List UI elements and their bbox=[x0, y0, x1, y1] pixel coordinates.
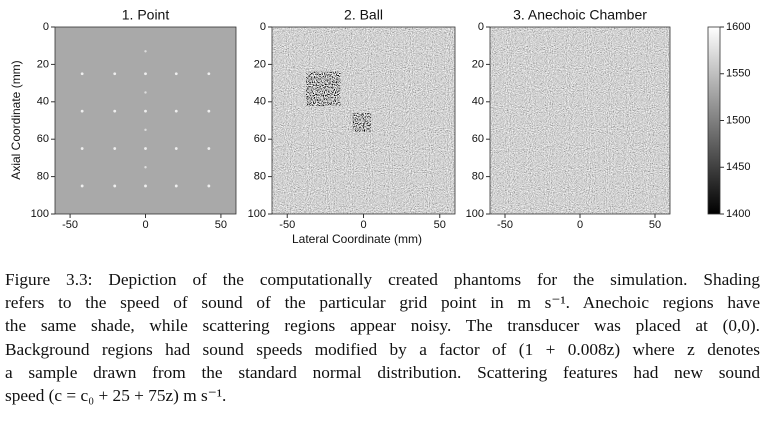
point-scatterer bbox=[174, 147, 178, 150]
point-scatterer bbox=[144, 72, 147, 76]
point-scatterer bbox=[144, 184, 147, 188]
point-scatterer bbox=[144, 128, 147, 132]
point-scatterer bbox=[174, 184, 178, 188]
panel-title: 1. Point bbox=[122, 7, 170, 23]
point-scatterer bbox=[144, 50, 147, 53]
y-tick-label: 60 bbox=[254, 133, 266, 145]
caption-line: a sample drawn from the standard normal … bbox=[5, 362, 760, 382]
x-axis-label: Lateral Coordinate (mm) bbox=[292, 232, 422, 246]
caption-line: Figure 3.3: Depiction of the computation… bbox=[5, 270, 760, 289]
point-scatterer bbox=[144, 166, 147, 169]
point-scatterer bbox=[80, 72, 84, 76]
x-tick-label: 50 bbox=[434, 219, 446, 231]
point-scatterer bbox=[113, 109, 117, 113]
colorbar-tick-label: 1450 bbox=[726, 161, 750, 173]
point-scatterer bbox=[174, 109, 178, 113]
point-scatterer bbox=[207, 109, 211, 113]
y-tick-label: 20 bbox=[37, 58, 49, 70]
x-tick-label: 0 bbox=[142, 219, 148, 231]
x-tick-label: 0 bbox=[360, 219, 366, 231]
y-tick-label: 80 bbox=[472, 171, 484, 183]
colorbar-tick-label: 1400 bbox=[726, 208, 750, 220]
y-tick-label: 40 bbox=[472, 96, 484, 108]
point-scatterer bbox=[144, 147, 147, 150]
x-tick-label: 50 bbox=[649, 219, 661, 231]
point-scatterer bbox=[113, 72, 117, 76]
colorbar bbox=[707, 26, 721, 215]
point-scatterer bbox=[207, 147, 211, 150]
figure: Axial Coordinate (mm) Lateral Coordinate… bbox=[9, 7, 750, 246]
point-scatterer bbox=[113, 147, 117, 150]
panel-title: 2. Ball bbox=[344, 7, 383, 23]
y-tick-label: 20 bbox=[472, 58, 484, 70]
x-tick-label: -50 bbox=[62, 219, 78, 231]
y-tick-label: 60 bbox=[472, 133, 484, 145]
scattering-region bbox=[352, 113, 371, 132]
caption-line: refers to the speed of sound of the part… bbox=[5, 293, 760, 313]
x-tick-label: 50 bbox=[215, 219, 227, 231]
colorbar-tick-label: 1600 bbox=[726, 21, 750, 33]
caption-line: speed (c = c₀ + 25 + 75z) m s⁻¹. bbox=[5, 386, 227, 406]
y-tick-label: 60 bbox=[37, 133, 49, 145]
image bbox=[55, 27, 236, 214]
y-tick-label: 0 bbox=[43, 21, 49, 33]
point-scatterer bbox=[207, 72, 211, 76]
y-tick-label: 0 bbox=[478, 21, 484, 33]
point-scatterer bbox=[80, 184, 84, 188]
point-scatterer bbox=[80, 147, 84, 150]
scattering-region bbox=[306, 71, 341, 106]
colorbar-tick-label: 1550 bbox=[726, 68, 750, 80]
panel-title: 3. Anechoic Chamber bbox=[513, 7, 647, 23]
y-tick-label: 100 bbox=[31, 208, 49, 220]
x-tick-label: -50 bbox=[497, 219, 513, 231]
y-axis-label: Axial Coordinate (mm) bbox=[9, 60, 23, 179]
y-tick-label: 40 bbox=[254, 96, 266, 108]
colorbar-tick-label: 1500 bbox=[726, 114, 750, 126]
caption-line: the same shade, while scattering regions… bbox=[5, 316, 760, 336]
y-tick-label: 0 bbox=[260, 21, 266, 33]
y-tick-label: 20 bbox=[254, 58, 266, 70]
caption-line: Background regions had sound speeds modi… bbox=[5, 339, 760, 359]
y-tick-label: 100 bbox=[466, 208, 484, 220]
y-tick-label: 80 bbox=[254, 171, 266, 183]
x-tick-label: 0 bbox=[577, 219, 583, 231]
image bbox=[490, 27, 670, 214]
point-scatterer bbox=[144, 91, 147, 94]
point-scatterer bbox=[207, 184, 211, 188]
point-scatterer bbox=[113, 184, 117, 188]
x-tick-label: -50 bbox=[279, 219, 295, 231]
point-scatterer bbox=[144, 109, 147, 113]
point-scatterer bbox=[174, 72, 178, 76]
y-tick-label: 40 bbox=[37, 96, 49, 108]
y-tick-label: 100 bbox=[248, 208, 266, 220]
y-tick-label: 80 bbox=[37, 171, 49, 183]
point-scatterer bbox=[80, 109, 84, 113]
caption: Figure 3.3: Depiction of the computation… bbox=[5, 268, 760, 407]
